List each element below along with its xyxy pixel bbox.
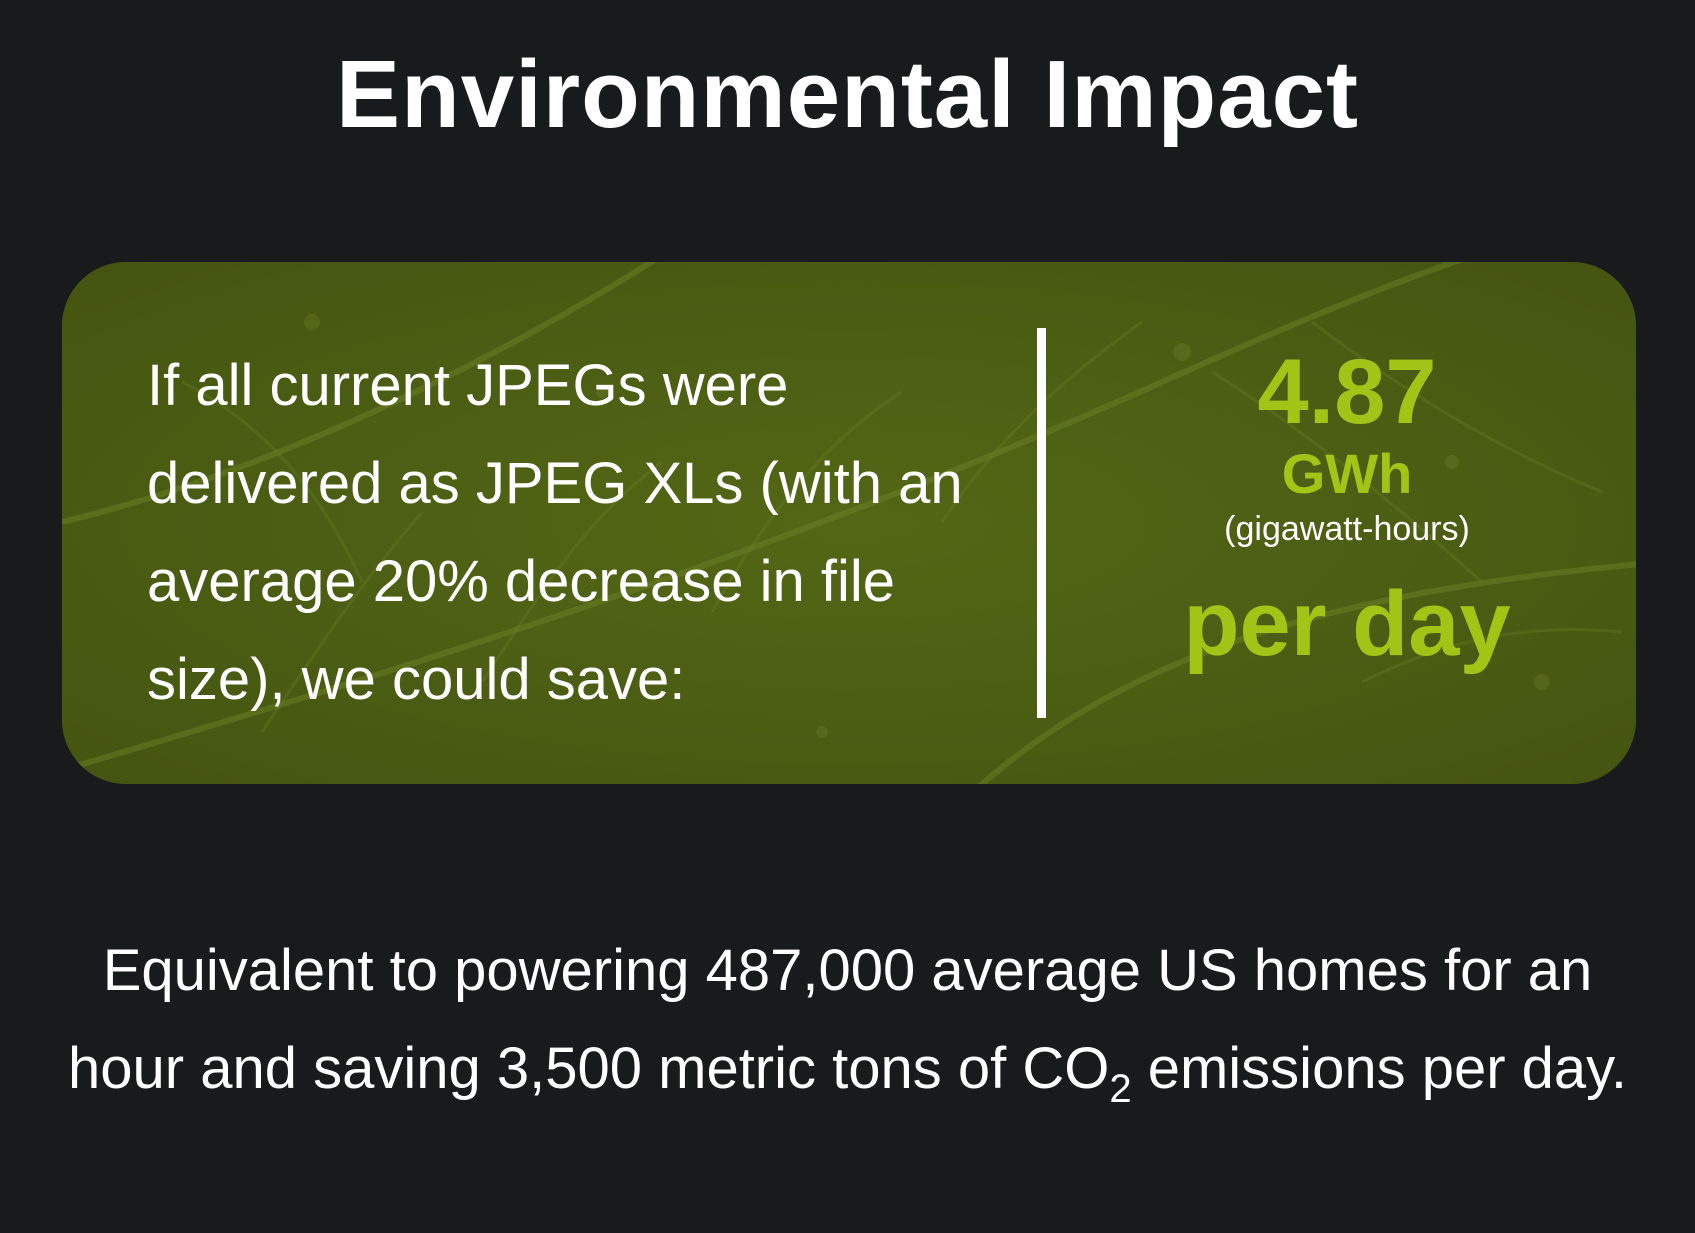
impact-description: If all current JPEGs were delivered as J… (147, 353, 963, 712)
equivalence-text: Equivalent to powering 487,000 average U… (60, 922, 1635, 1138)
savings-value: 4.87 (1257, 341, 1437, 443)
savings-unit: GWh (1281, 442, 1413, 505)
equivalence-text-main: Equivalent to powering 487,000 average U… (68, 938, 1593, 1101)
savings-unit-description: (gigawatt-hours) (1224, 510, 1470, 548)
leaf-background-image (62, 262, 1636, 784)
vertical-divider (1037, 328, 1046, 718)
impact-card: If all current JPEGs were delivered as J… (62, 262, 1636, 784)
savings-period: per day (1183, 573, 1511, 675)
savings-stat: 4.87 GWh (gigawatt-hours) per day (1132, 342, 1562, 674)
equivalence-text-tail: emissions per day. (1131, 1036, 1627, 1101)
page-title: Environmental Impact (336, 41, 1359, 148)
co2-subscript: 2 (1109, 1067, 1132, 1111)
